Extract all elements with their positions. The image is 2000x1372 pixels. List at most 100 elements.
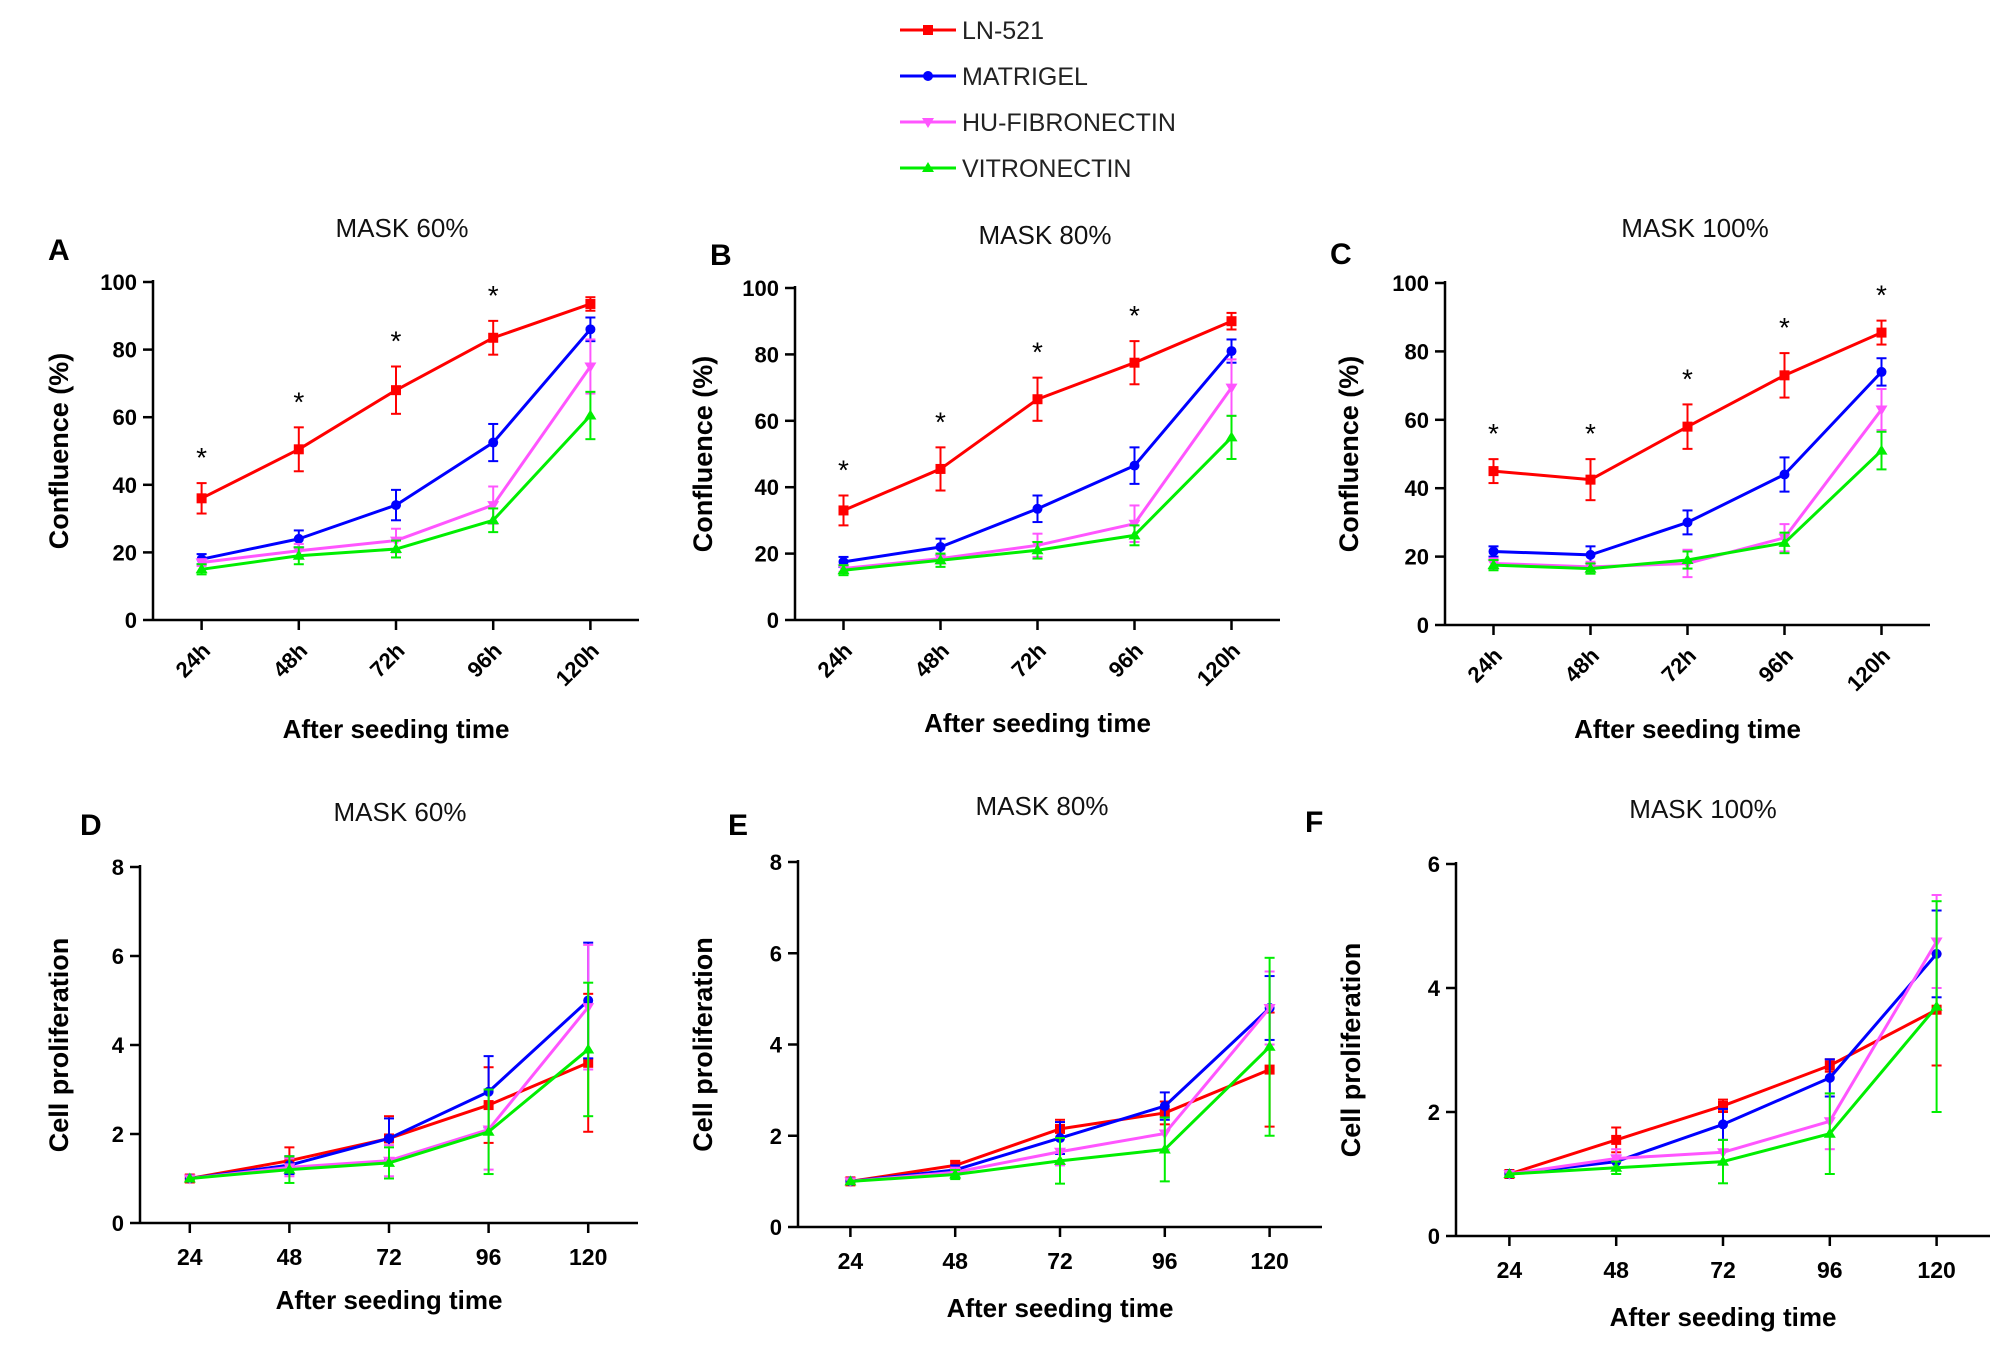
y-tick-label: 8 xyxy=(112,855,124,880)
data-point xyxy=(1875,405,1888,416)
x-tick-label: 72 xyxy=(376,1244,402,1270)
x-tick-label: 120h xyxy=(1842,643,1895,696)
y-tick-label: 2 xyxy=(112,1122,124,1147)
data-point xyxy=(391,385,401,396)
data-point xyxy=(949,1168,962,1179)
panel-c: C MASK 100% 0 20 40 60 80 100 24h 48h 72h 96h 120h Af… xyxy=(1330,213,1930,744)
x-tick-label: 48 xyxy=(942,1248,968,1274)
significance-marker: * xyxy=(1032,337,1043,368)
data-point xyxy=(383,1156,395,1167)
data-point xyxy=(1611,1134,1622,1145)
y-tick-label: 80 xyxy=(755,342,779,367)
x-tick-label: 96 xyxy=(476,1244,502,1270)
panel-letter: C xyxy=(1330,238,1352,271)
data-point xyxy=(934,554,947,565)
panel-a: A MASK 60% 0 20 40 60 80 100 24h 48h 72h 96h 120h Aft… xyxy=(44,213,639,744)
y-tick-label: 6 xyxy=(112,944,124,969)
series-vitronectin xyxy=(183,981,595,1184)
significance-marker: * xyxy=(935,406,946,437)
data-point xyxy=(1128,529,1141,540)
data-point xyxy=(844,1175,857,1186)
data-point xyxy=(1682,421,1693,432)
data-point xyxy=(935,463,946,474)
data-point xyxy=(1779,370,1790,381)
panel-letter: E xyxy=(728,809,748,842)
x-axis-label: After seeding time xyxy=(283,714,510,744)
data-point xyxy=(1488,466,1499,477)
legend-label-matrigel: MATRIGEL xyxy=(962,63,1088,91)
panel-title: MASK 60% xyxy=(334,797,467,827)
y-tick-label: 20 xyxy=(755,542,779,567)
x-axis-label: After seeding time xyxy=(947,1293,1174,1323)
x-tick-label: 120 xyxy=(569,1244,607,1270)
legend-marker-hu-fibronectin xyxy=(922,118,934,128)
data-point xyxy=(1585,549,1596,560)
data-point xyxy=(487,514,500,525)
y-tick-label: 0 xyxy=(1417,613,1429,638)
data-point xyxy=(391,500,401,511)
data-point xyxy=(1682,517,1693,528)
data-point xyxy=(1054,1154,1066,1165)
y-axis-label: Confluence (%) xyxy=(1334,356,1364,553)
y-tick-label: 0 xyxy=(767,608,779,633)
x-axis-label: After seeding time xyxy=(1574,714,1801,744)
significance-marker: * xyxy=(1488,418,1499,449)
x-tick-label: 120h xyxy=(551,638,604,691)
y-axis-label: Confluence (%) xyxy=(44,353,74,550)
legend-marker-matrigel xyxy=(923,71,933,81)
data-point xyxy=(1226,346,1237,357)
y-tick-label: 0 xyxy=(112,1211,124,1236)
panel-letter: B xyxy=(710,239,732,272)
x-tick-label: 96 xyxy=(1817,1257,1843,1283)
data-point xyxy=(1610,1154,1623,1165)
data-point xyxy=(837,564,850,575)
y-tick-label: 0 xyxy=(1428,1224,1440,1249)
x-axis-label: After seeding time xyxy=(924,708,1151,738)
data-point xyxy=(1032,394,1043,405)
data-point xyxy=(183,1172,196,1183)
data-point xyxy=(384,1133,394,1144)
y-tick-label: 8 xyxy=(770,850,782,875)
panel-title: MASK 80% xyxy=(976,791,1109,821)
data-point xyxy=(1487,559,1500,570)
x-tick-label: 24 xyxy=(838,1248,864,1274)
x-tick-label: 48h xyxy=(1560,643,1604,687)
significance-marker: * xyxy=(1682,363,1693,394)
data-point xyxy=(1226,316,1237,327)
series-line xyxy=(201,328,592,561)
data-point xyxy=(1584,562,1597,573)
data-point xyxy=(1779,469,1790,480)
legend-marker-vitronectin xyxy=(922,162,934,172)
data-point xyxy=(1610,1161,1623,1172)
significance-marker: * xyxy=(1876,280,1887,311)
y-tick-label: 6 xyxy=(1428,852,1440,877)
legend-item-hu-fibronectin: HU-FIBRONECTIN xyxy=(900,109,1176,137)
legend-item-vitronectin: VITRONECTIN xyxy=(900,155,1131,183)
y-tick-label: 20 xyxy=(113,540,137,565)
data-point xyxy=(1876,366,1887,377)
data-point xyxy=(1717,1155,1729,1166)
y-tick-label: 80 xyxy=(1405,339,1429,364)
legend-marker-ln-521 xyxy=(923,25,933,35)
x-tick-label: 72h xyxy=(365,638,409,682)
y-tick-label: 4 xyxy=(770,1033,783,1058)
significance-marker: * xyxy=(1129,300,1140,331)
y-axis-label: Cell proliferation xyxy=(688,937,718,1152)
data-point xyxy=(1031,544,1044,555)
data-point xyxy=(1158,1143,1171,1154)
x-axis-label: After seeding time xyxy=(276,1285,503,1315)
series-vitronectin xyxy=(195,390,597,576)
panel-title: MASK 100% xyxy=(1621,213,1768,243)
significance-marker: * xyxy=(1779,312,1790,343)
y-tick-label: 2 xyxy=(1428,1100,1440,1125)
legend-label-hu-fibronectin: HU-FIBRONECTIN xyxy=(962,109,1176,137)
data-point xyxy=(1930,1000,1943,1011)
x-tick-label: 48 xyxy=(1603,1257,1629,1283)
legend: LN-521 MATRIGEL HU-FIBRONECTIN VITRONECTIN xyxy=(900,17,1176,183)
data-point xyxy=(487,501,500,512)
significance-marker: * xyxy=(838,455,849,486)
data-point xyxy=(1778,536,1791,547)
data-point xyxy=(196,493,207,504)
x-tick-label: 120 xyxy=(1917,1257,1955,1283)
